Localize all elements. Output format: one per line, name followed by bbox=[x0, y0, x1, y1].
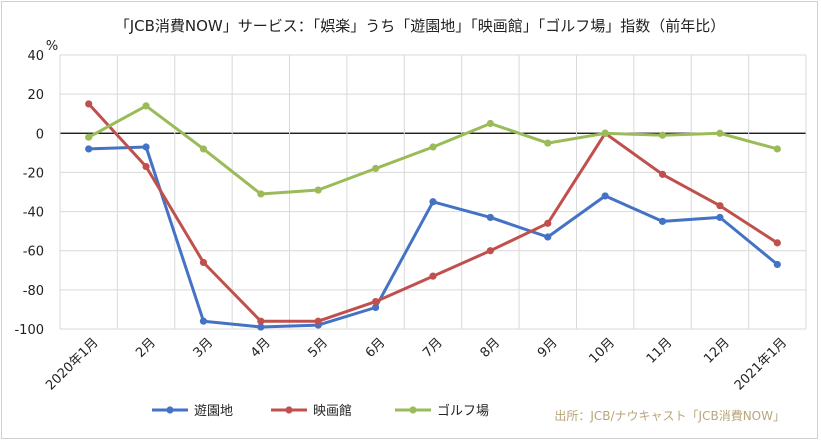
data-point bbox=[142, 143, 150, 151]
data-point bbox=[372, 298, 380, 306]
series-0 bbox=[85, 143, 781, 331]
data-point bbox=[544, 219, 552, 227]
data-point bbox=[486, 213, 494, 222]
y-unit-label: % bbox=[46, 39, 58, 54]
source-note: 出所：JCB/ナウキャスト「JCB消費NOW」 bbox=[554, 408, 785, 423]
data-point bbox=[544, 233, 552, 241]
y-tick-label: -40 bbox=[23, 206, 44, 221]
x-tick-label: 2月 bbox=[133, 335, 159, 361]
data-point bbox=[199, 317, 208, 325]
legend-label: 映画館 bbox=[313, 404, 352, 419]
data-point bbox=[486, 119, 494, 128]
data-point bbox=[773, 239, 781, 247]
y-axis: 40 20 0 -20 -40 -60 -80 -100 bbox=[14, 49, 44, 338]
data-point bbox=[429, 198, 437, 206]
data-point bbox=[486, 247, 494, 255]
data-point bbox=[544, 139, 552, 147]
data-point bbox=[257, 317, 265, 325]
data-point bbox=[658, 217, 667, 225]
data-point bbox=[716, 213, 724, 222]
y-tick-label: -60 bbox=[23, 245, 44, 260]
legend-label: ゴルフ場 bbox=[437, 403, 489, 419]
y-tick-label: -80 bbox=[23, 284, 44, 299]
data-point bbox=[372, 303, 380, 312]
data-point bbox=[773, 145, 781, 153]
series-line bbox=[88, 145, 779, 329]
data-point bbox=[658, 170, 667, 178]
legend-marker bbox=[409, 406, 417, 414]
x-axis: 2020年1月 2月 3月 4月 5月 6月 7月 8月 9月 10月 11月 12月 2021年1月 bbox=[43, 335, 790, 393]
x-tick-label: 12月 bbox=[701, 335, 732, 366]
data-point bbox=[142, 102, 150, 110]
x-tick-label: 2020年1月 bbox=[43, 335, 101, 393]
x-tick-label: 9月 bbox=[535, 335, 561, 361]
data-point bbox=[85, 133, 93, 141]
chart-title: 「JCB消費NOW」サービス：「娯楽」うち「遊園地」「映画館」「ゴルフ場」指数（… bbox=[115, 17, 726, 35]
series bbox=[85, 100, 781, 331]
y-tick-label: 20 bbox=[27, 88, 44, 103]
data-point bbox=[601, 129, 609, 137]
series-1 bbox=[85, 100, 781, 325]
y-tick-label: -20 bbox=[23, 166, 44, 181]
data-point bbox=[142, 162, 150, 171]
x-tick-label: 8月 bbox=[478, 335, 504, 361]
data-point bbox=[257, 190, 265, 198]
x-tick-label: 5月 bbox=[305, 335, 331, 361]
series-2 bbox=[85, 102, 781, 198]
data-point bbox=[658, 131, 667, 139]
data-point bbox=[601, 192, 609, 200]
data-point bbox=[85, 100, 93, 108]
y-tick-label: 40 bbox=[27, 49, 44, 64]
data-point bbox=[314, 317, 322, 325]
y-tick-label: -100 bbox=[14, 323, 44, 338]
x-tick-label: 10月 bbox=[586, 335, 617, 366]
data-point bbox=[429, 143, 437, 151]
data-point bbox=[716, 202, 724, 210]
data-point bbox=[199, 145, 208, 153]
data-point bbox=[773, 260, 781, 269]
x-tick-label: 7月 bbox=[420, 335, 446, 361]
legend-marker bbox=[166, 406, 174, 414]
data-point bbox=[429, 272, 437, 280]
data-point bbox=[716, 129, 724, 137]
data-point bbox=[85, 145, 93, 153]
x-tick-label: 2021年1月 bbox=[732, 335, 790, 393]
y-tick-label: 0 bbox=[36, 127, 44, 142]
data-point bbox=[372, 164, 380, 173]
data-point bbox=[199, 258, 208, 267]
data-point bbox=[257, 323, 265, 331]
x-tick-label: 4月 bbox=[248, 335, 274, 361]
x-tick-label: 3月 bbox=[191, 335, 217, 361]
legend-label: 遊園地 bbox=[194, 404, 233, 419]
x-tick-label: 6月 bbox=[363, 335, 389, 361]
legend: 遊園地 映画館 ゴルフ場 bbox=[152, 403, 489, 419]
x-tick-label: 11月 bbox=[644, 335, 675, 366]
data-point bbox=[314, 186, 322, 194]
legend-marker bbox=[285, 406, 293, 414]
